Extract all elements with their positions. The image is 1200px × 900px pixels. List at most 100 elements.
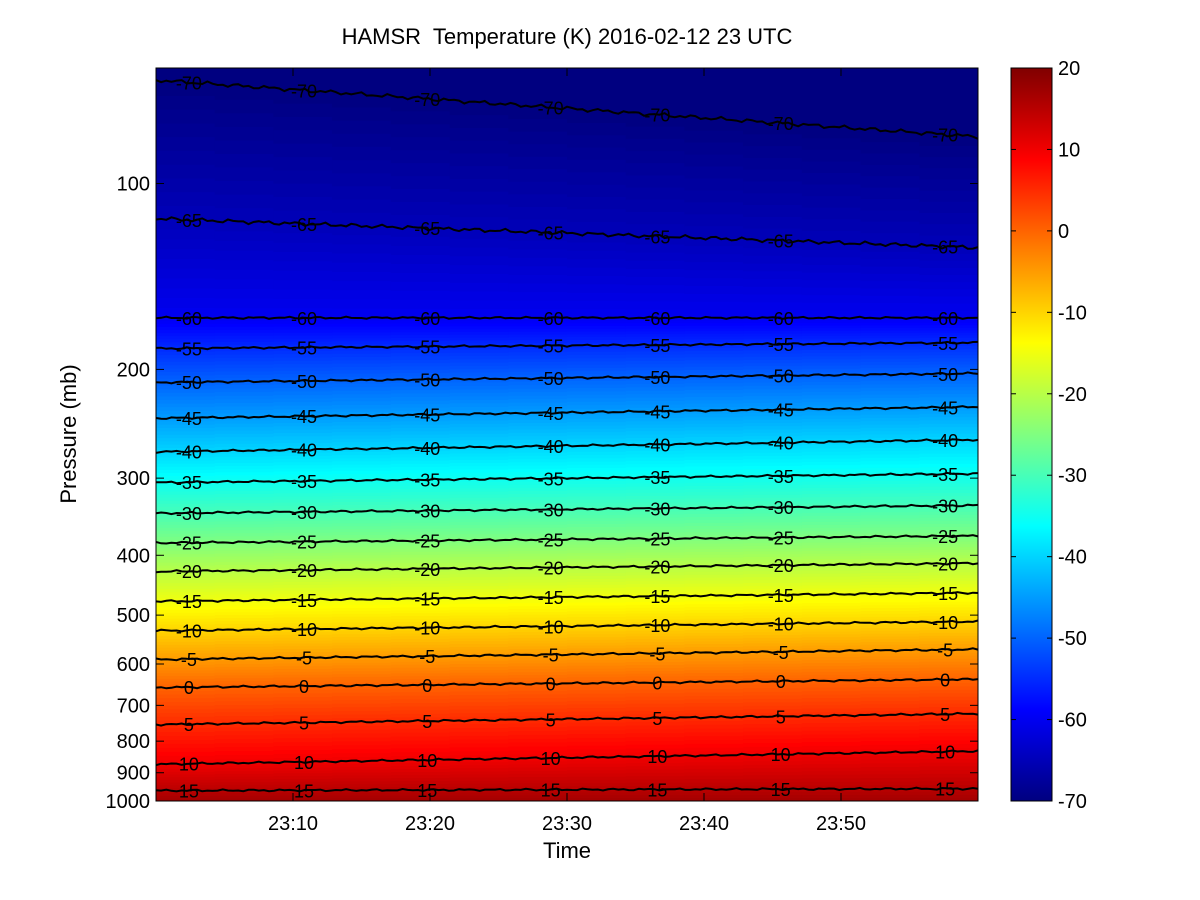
field-cell: [390, 492, 451, 496]
field-cell: [625, 427, 686, 432]
field-cell: [214, 787, 275, 791]
field-cell: [625, 411, 686, 416]
contour-label: -5: [296, 649, 312, 669]
field-cell: [449, 417, 510, 422]
field-cell: [332, 308, 392, 319]
field-cell: [919, 443, 978, 448]
field-cell: [508, 708, 568, 713]
field-cell: [919, 430, 978, 435]
field-cell: [625, 563, 686, 568]
field-cell: [801, 425, 862, 430]
field-cell: [919, 601, 978, 606]
field-cell: [625, 693, 686, 698]
contour-label: -10: [538, 617, 564, 637]
field-cell: [743, 775, 803, 780]
contour-label: -65: [768, 232, 794, 252]
field-cell: [860, 461, 921, 466]
field-cell: [332, 558, 392, 562]
field-cell: [919, 710, 978, 715]
contour-label: -10: [414, 619, 440, 639]
field-cell: [449, 661, 510, 665]
contour-label: -35: [644, 468, 670, 488]
field-cell: [860, 394, 921, 399]
field-cell: [743, 263, 803, 272]
field-cell: [332, 323, 392, 328]
field-cell: [684, 383, 745, 388]
contour-label: -35: [291, 472, 317, 492]
field-cell: [684, 450, 745, 455]
field-cell: [860, 414, 921, 419]
field-cell: [684, 479, 745, 484]
field-cell: [273, 795, 334, 799]
field-cell: [860, 499, 921, 504]
field-cell: [801, 272, 862, 281]
field-cell: [743, 768, 803, 773]
field-cell: [625, 575, 686, 579]
field-cell: [743, 328, 803, 332]
field-cell: [567, 581, 627, 586]
field-cell: [684, 501, 745, 506]
field-cell: [919, 797, 978, 801]
field-cell: [273, 738, 334, 743]
field-cell: [860, 467, 921, 472]
field-cell: [801, 398, 862, 403]
field-cell: [919, 732, 978, 738]
field-cell: [684, 661, 745, 665]
field-cell: [860, 524, 921, 529]
field-cell: [332, 575, 392, 579]
field-cell: [625, 421, 686, 426]
field-cell: [919, 413, 978, 418]
field-cell: [390, 574, 451, 579]
field-cell: [684, 202, 745, 215]
field-cell: [860, 530, 921, 535]
field-cell: [919, 616, 978, 620]
field-cell: [743, 333, 803, 337]
field-cell: [567, 345, 627, 350]
field-cell: [860, 599, 921, 603]
field-cell: [214, 641, 275, 645]
field-cell: [567, 757, 627, 762]
field-cell: [743, 612, 803, 616]
field-cell: [684, 309, 745, 319]
field-cell: [684, 154, 745, 168]
field-cell: [332, 235, 392, 245]
field-cell: [743, 785, 803, 790]
field-cell: [684, 476, 745, 481]
field-cell: [743, 402, 803, 407]
field-cell: [214, 459, 275, 464]
field-cell: [390, 376, 451, 381]
field-cell: [449, 606, 510, 611]
field-cell: [625, 211, 686, 225]
field-cell: [801, 698, 862, 703]
field-cell: [625, 782, 686, 787]
field-cell: [567, 651, 627, 655]
field-cell: [801, 381, 862, 386]
field-cell: [801, 461, 862, 466]
contour-label: -65: [291, 215, 317, 235]
field-cell: [743, 485, 803, 490]
field-cell: [156, 460, 216, 465]
field-cell: [273, 364, 334, 369]
field-cell: [801, 726, 862, 732]
field-cell: [214, 576, 275, 581]
field-cell: [860, 544, 921, 549]
field-cell: [919, 486, 978, 491]
field-cell: [684, 413, 745, 418]
field-cell: [390, 489, 451, 493]
field-cell: [273, 82, 334, 88]
field-cell: [214, 371, 275, 376]
field-cell: [156, 595, 216, 599]
field-cell: [156, 229, 216, 240]
contour-line: [156, 619, 978, 633]
field-cell: [567, 89, 627, 97]
field-cell: [684, 612, 745, 617]
field-cell: [567, 259, 627, 269]
field-cell: [156, 583, 216, 587]
field-cell: [332, 703, 392, 708]
field-cell: [508, 539, 568, 544]
field-cell: [567, 250, 627, 260]
contour-label: -40: [291, 441, 317, 461]
field-cell: [273, 637, 334, 642]
field-cell: [801, 534, 862, 538]
field-cell: [801, 487, 862, 492]
